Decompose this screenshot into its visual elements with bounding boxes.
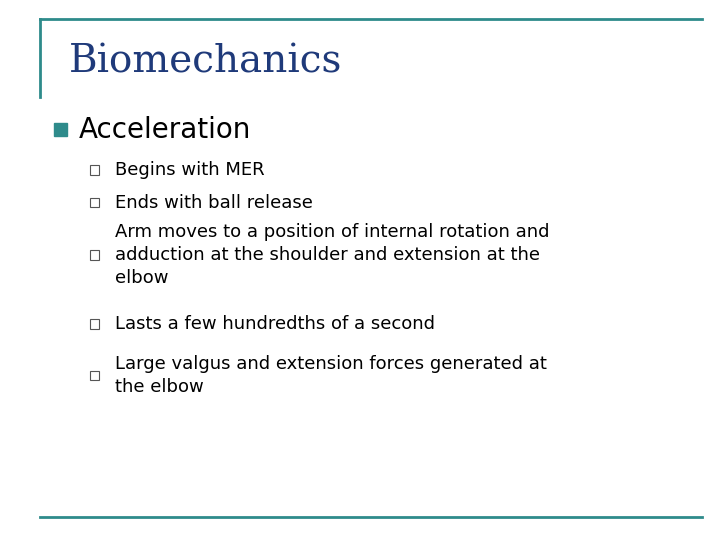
Text: Biomechanics: Biomechanics — [68, 44, 342, 80]
Text: Arm moves to a position of internal rotation and
adduction at the shoulder and e: Arm moves to a position of internal rota… — [115, 223, 549, 287]
Text: Ends with ball release: Ends with ball release — [115, 193, 313, 212]
Text: Begins with MER: Begins with MER — [115, 161, 265, 179]
Bar — [90, 250, 99, 260]
Bar — [90, 319, 99, 329]
Bar — [90, 370, 99, 380]
Text: Acceleration: Acceleration — [79, 116, 251, 144]
Text: Lasts a few hundredths of a second: Lasts a few hundredths of a second — [115, 315, 435, 333]
Bar — [90, 165, 99, 175]
Text: Large valgus and extension forces generated at
the elbow: Large valgus and extension forces genera… — [115, 355, 547, 396]
Bar — [54, 123, 67, 136]
Bar — [90, 198, 99, 207]
